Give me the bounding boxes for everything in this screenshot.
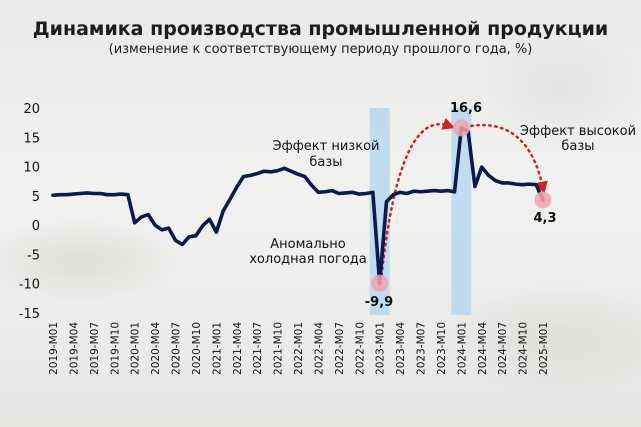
annotation-high-base-line2: базы [561, 139, 594, 154]
x-tick-label: 2020-M07 [171, 322, 183, 375]
x-tick-label: 2020-M10 [191, 322, 203, 375]
x-tick-label: 2021-M10 [273, 322, 285, 375]
x-tick-label: 2019-M01 [48, 322, 60, 375]
data-label-last: 4,3 [533, 211, 556, 226]
y-tick-label: -15 [19, 307, 40, 322]
annotation-low-base-line1: Эффект низкой [273, 139, 380, 154]
annotation-cold-line2: холодная погода [249, 252, 367, 267]
chart-title: Динамика производства промышленной проду… [32, 18, 609, 40]
x-tick-label: 2022-M04 [313, 322, 325, 375]
x-tick-label: 2019-M07 [89, 322, 101, 375]
x-tick-label: 2023-M04 [395, 322, 407, 375]
y-tick-label: 5 [32, 190, 40, 205]
x-tick-label: 2023-M10 [436, 322, 448, 375]
data-label-min: -9,9 [365, 295, 393, 310]
annotation-high-base-line1: Эффект высокой [520, 124, 636, 139]
highlight-band-2023-M01 [369, 108, 390, 315]
y-tick-label: 10 [23, 161, 40, 176]
annotation-cold-line1: Аномально [270, 237, 346, 252]
chart-subtitle: (изменение к соответствующему периоду пр… [108, 42, 533, 57]
x-tick-label: 2020-M04 [150, 322, 162, 375]
x-tick-label: 2020-M01 [130, 322, 142, 375]
x-tick-label: 2023-M07 [416, 322, 428, 375]
y-tick-label: 20 [23, 102, 40, 117]
data-label-peak: 16,6 [450, 101, 482, 116]
x-tick-label: 2022-M01 [293, 322, 305, 375]
arrow-low-to-peak [380, 117, 456, 277]
x-tick-label: 2025-M01 [538, 322, 550, 375]
y-tick-label: -5 [27, 248, 40, 263]
x-tick-label: 2021-M01 [211, 322, 223, 375]
annotation-low-base-line2: базы [309, 155, 342, 170]
marker-min [371, 274, 389, 292]
x-tick-label: 2024-M10 [518, 322, 530, 375]
x-tick-label: 2021-M07 [252, 322, 264, 375]
x-tick-label: 2019-M10 [109, 322, 121, 375]
marker-last [534, 191, 552, 209]
x-tick-label: 2019-M04 [68, 322, 80, 375]
x-tick-label: 2024-M07 [497, 322, 509, 375]
y-tick-label: 0 [32, 219, 40, 234]
x-tick-label: 2023-M01 [375, 322, 387, 375]
y-tick-label: 15 [23, 131, 40, 146]
x-tick-label: 2021-M04 [232, 322, 244, 375]
y-tick-label: -10 [19, 278, 40, 293]
x-tick-label: 2022-M10 [354, 322, 366, 375]
x-tick-label: 2024-M01 [456, 322, 468, 375]
marker-peak [452, 119, 470, 137]
x-tick-label: 2022-M07 [334, 322, 346, 375]
x-tick-label: 2024-M04 [477, 322, 489, 375]
arrow-peak-to-last [470, 123, 548, 195]
